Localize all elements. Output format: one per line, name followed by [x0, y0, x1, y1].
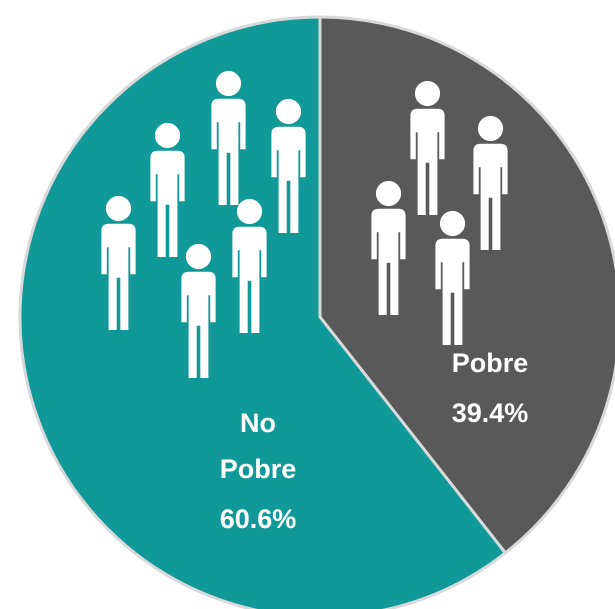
- value-label: 39.4%: [452, 398, 529, 428]
- labels: Pobre 39.4% No Pobre 60.6%: [220, 348, 529, 534]
- label-line: Pobre: [220, 454, 297, 484]
- category-label: No Pobre: [220, 408, 297, 484]
- label-line: No: [240, 408, 276, 438]
- value-label: 60.6%: [220, 504, 297, 534]
- category-label: Pobre: [452, 348, 529, 378]
- pie-slice: [18, 15, 508, 609]
